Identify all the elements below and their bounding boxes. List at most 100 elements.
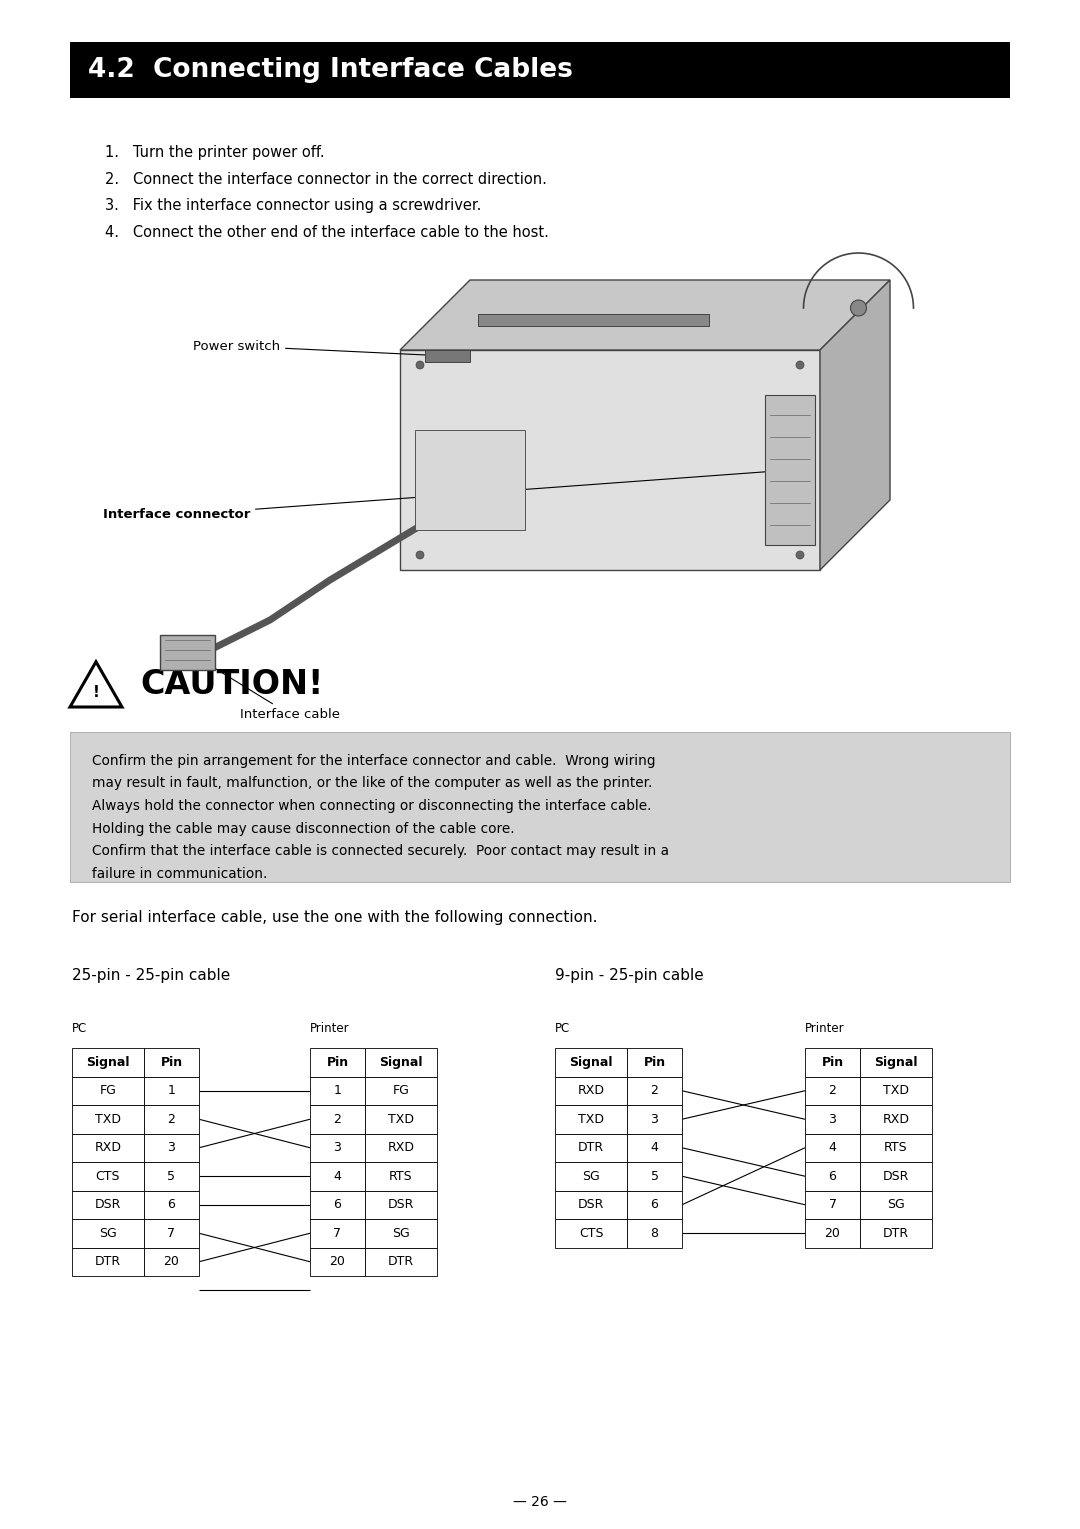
Text: Interface cable: Interface cable bbox=[192, 654, 340, 722]
Text: 2.   Connect the interface connector in the correct direction.: 2. Connect the interface connector in th… bbox=[105, 171, 546, 187]
Bar bbox=[555, 1047, 627, 1076]
Text: 2: 2 bbox=[650, 1084, 659, 1098]
Bar bbox=[144, 1105, 199, 1133]
Text: 2: 2 bbox=[828, 1084, 836, 1098]
Text: RXD: RXD bbox=[95, 1141, 121, 1154]
Text: 4: 4 bbox=[828, 1141, 836, 1154]
Bar bbox=[860, 1076, 932, 1105]
Bar bbox=[805, 1191, 860, 1219]
Bar bbox=[365, 1076, 437, 1105]
Text: may result in fault, malfunction, or the like of the computer as well as the pri: may result in fault, malfunction, or the… bbox=[92, 777, 652, 790]
Text: 9-pin - 25-pin cable: 9-pin - 25-pin cable bbox=[555, 968, 704, 983]
Text: 4.   Connect the other end of the interface cable to the host.: 4. Connect the other end of the interfac… bbox=[105, 225, 549, 240]
Circle shape bbox=[796, 361, 804, 368]
Bar bbox=[860, 1162, 932, 1191]
Circle shape bbox=[416, 550, 424, 560]
Text: CTS: CTS bbox=[579, 1226, 604, 1240]
Bar bbox=[805, 1076, 860, 1105]
Bar bbox=[310, 1047, 365, 1076]
Text: Confirm that the interface cable is connected securely.  Poor contact may result: Confirm that the interface cable is conn… bbox=[92, 844, 669, 858]
Bar bbox=[860, 1047, 932, 1076]
Bar bbox=[426, 350, 470, 362]
Bar bbox=[627, 1219, 681, 1248]
Bar bbox=[310, 1076, 365, 1105]
Text: 5: 5 bbox=[650, 1170, 659, 1183]
Text: 25-pin - 25-pin cable: 25-pin - 25-pin cable bbox=[72, 968, 230, 983]
Text: DTR: DTR bbox=[578, 1141, 604, 1154]
Bar bbox=[365, 1105, 437, 1133]
Bar bbox=[555, 1105, 627, 1133]
Bar bbox=[365, 1047, 437, 1076]
Text: TXD: TXD bbox=[388, 1113, 414, 1125]
Bar bbox=[70, 732, 1010, 882]
Text: Interface connector: Interface connector bbox=[103, 471, 787, 521]
Text: TXD: TXD bbox=[578, 1113, 604, 1125]
Bar bbox=[805, 1047, 860, 1076]
Bar bbox=[72, 1105, 144, 1133]
Bar bbox=[310, 1105, 365, 1133]
Text: 20: 20 bbox=[329, 1255, 346, 1268]
Text: 20: 20 bbox=[824, 1226, 840, 1240]
Text: Pin: Pin bbox=[326, 1055, 349, 1069]
Text: DSR: DSR bbox=[578, 1199, 604, 1211]
Text: 4: 4 bbox=[650, 1141, 659, 1154]
Text: CAUTION!: CAUTION! bbox=[140, 668, 323, 702]
Text: TXD: TXD bbox=[95, 1113, 121, 1125]
Text: CTS: CTS bbox=[96, 1170, 120, 1183]
Bar bbox=[805, 1105, 860, 1133]
Text: 1: 1 bbox=[334, 1084, 341, 1098]
Bar bbox=[310, 1191, 365, 1219]
Text: Pin: Pin bbox=[161, 1055, 183, 1069]
Text: 6: 6 bbox=[828, 1170, 836, 1183]
Bar bbox=[860, 1133, 932, 1162]
Bar bbox=[627, 1162, 681, 1191]
Text: RXD: RXD bbox=[578, 1084, 605, 1098]
Text: DTR: DTR bbox=[388, 1255, 414, 1268]
Polygon shape bbox=[400, 280, 890, 350]
Text: Pin: Pin bbox=[644, 1055, 665, 1069]
Bar bbox=[310, 1248, 365, 1277]
Text: DTR: DTR bbox=[95, 1255, 121, 1268]
Text: RXD: RXD bbox=[388, 1141, 415, 1154]
Bar bbox=[765, 394, 815, 544]
Text: 3: 3 bbox=[650, 1113, 659, 1125]
Text: 4: 4 bbox=[334, 1170, 341, 1183]
Bar bbox=[144, 1076, 199, 1105]
Bar bbox=[555, 1133, 627, 1162]
Text: 3: 3 bbox=[828, 1113, 836, 1125]
Text: 4.2  Connecting Interface Cables: 4.2 Connecting Interface Cables bbox=[87, 57, 572, 83]
Bar bbox=[72, 1047, 144, 1076]
Bar bbox=[860, 1105, 932, 1133]
Text: DTR: DTR bbox=[883, 1226, 909, 1240]
Text: 2: 2 bbox=[167, 1113, 175, 1125]
Bar bbox=[72, 1248, 144, 1277]
Bar bbox=[805, 1219, 860, 1248]
Text: 3: 3 bbox=[167, 1141, 175, 1154]
Text: SG: SG bbox=[887, 1199, 905, 1211]
Text: RTS: RTS bbox=[389, 1170, 413, 1183]
Bar bbox=[555, 1219, 627, 1248]
Text: 1: 1 bbox=[167, 1084, 175, 1098]
Text: failure in communication.: failure in communication. bbox=[92, 867, 268, 881]
Text: SG: SG bbox=[99, 1226, 117, 1240]
Bar bbox=[365, 1248, 437, 1277]
Bar bbox=[627, 1133, 681, 1162]
Text: 8: 8 bbox=[650, 1226, 659, 1240]
Text: Signal: Signal bbox=[569, 1055, 612, 1069]
Bar bbox=[144, 1248, 199, 1277]
Text: 6: 6 bbox=[167, 1199, 175, 1211]
Text: SG: SG bbox=[392, 1226, 410, 1240]
Text: Signal: Signal bbox=[874, 1055, 918, 1069]
Text: Pin: Pin bbox=[822, 1055, 843, 1069]
Bar bbox=[72, 1076, 144, 1105]
Text: Confirm the pin arrangement for the interface connector and cable.  Wrong wiring: Confirm the pin arrangement for the inte… bbox=[92, 754, 656, 768]
Polygon shape bbox=[70, 662, 122, 706]
Polygon shape bbox=[400, 350, 820, 570]
Bar bbox=[555, 1191, 627, 1219]
Bar bbox=[555, 1076, 627, 1105]
Bar bbox=[144, 1047, 199, 1076]
Circle shape bbox=[851, 300, 866, 317]
Bar bbox=[415, 430, 525, 531]
Text: TXD: TXD bbox=[883, 1084, 909, 1098]
Text: !: ! bbox=[93, 685, 99, 700]
